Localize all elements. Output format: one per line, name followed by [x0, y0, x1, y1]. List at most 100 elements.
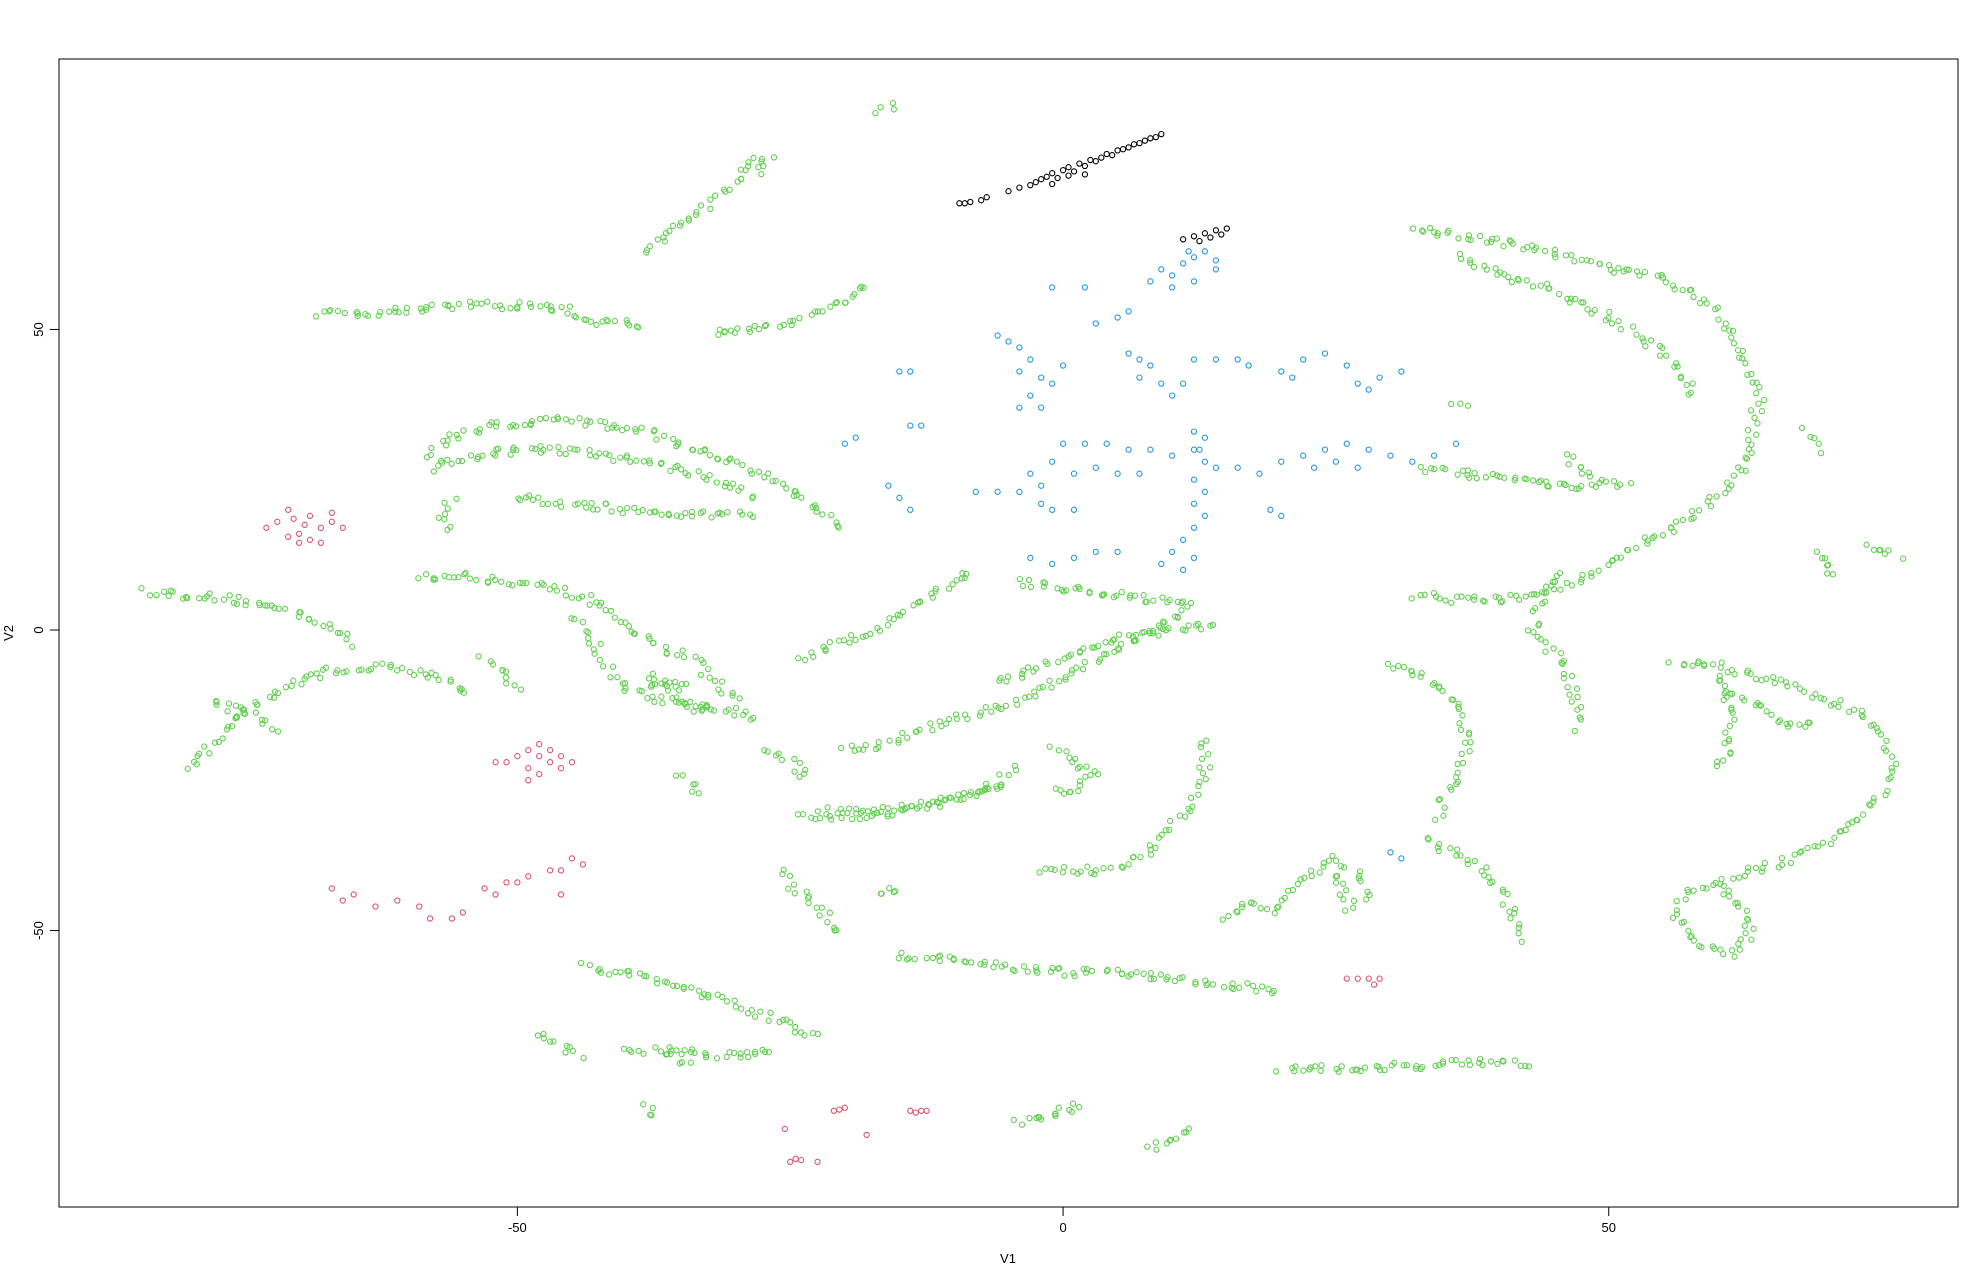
data-point: [1275, 903, 1282, 910]
data-point: [1278, 512, 1285, 519]
data-point: [422, 571, 430, 578]
data-point: [729, 689, 736, 697]
data-point: [1086, 588, 1093, 595]
data-point: [1711, 945, 1718, 952]
data-point: [295, 539, 303, 546]
data-point: [1140, 592, 1147, 599]
data-point: [1083, 966, 1091, 973]
data-point: [1016, 488, 1023, 495]
data-point: [211, 597, 218, 604]
data-point: [492, 759, 499, 766]
data-point: [195, 750, 203, 757]
data-point: [610, 422, 618, 429]
data-point: [557, 753, 565, 760]
data-point: [1238, 903, 1246, 911]
data-point: [270, 694, 278, 701]
data-point: [1376, 374, 1383, 381]
data-point: [446, 431, 453, 438]
data-point: [1169, 392, 1176, 399]
data-point: [945, 585, 953, 592]
data-point: [704, 991, 712, 999]
data-point: [735, 487, 742, 494]
data-point: [1182, 813, 1189, 820]
data-point: [796, 314, 803, 322]
data-point: [910, 602, 917, 609]
data-point: [1114, 147, 1121, 154]
data-point: [1568, 252, 1575, 259]
data-point: [1172, 1135, 1180, 1142]
data-point: [1742, 360, 1749, 367]
data-point: [609, 663, 617, 670]
data-point: [596, 450, 603, 457]
data-point: [569, 1047, 577, 1055]
data-point: [394, 897, 401, 904]
data-point: [1725, 485, 1732, 493]
data-point: [726, 186, 733, 193]
data-point: [1190, 476, 1198, 483]
data-point: [557, 765, 565, 772]
data-point: [1667, 524, 1675, 532]
data-point: [638, 424, 645, 431]
data-point: [1436, 841, 1443, 848]
data-point: [1669, 282, 1677, 289]
data-point: [711, 677, 719, 685]
data-point: [1537, 477, 1544, 484]
data-point: [700, 659, 707, 666]
data-point: [705, 665, 712, 673]
data-point: [1500, 1058, 1507, 1065]
data-point: [1114, 314, 1121, 321]
data-point: [1471, 469, 1478, 477]
data-point: [1730, 340, 1738, 347]
data-point: [1659, 344, 1666, 352]
data-point: [747, 716, 754, 723]
data-point: [267, 693, 274, 701]
data-point: [933, 798, 941, 806]
data-point: [957, 796, 964, 803]
data-point: [597, 599, 605, 606]
data-point: [729, 692, 736, 699]
data-point: [623, 317, 630, 324]
data-point: [787, 1158, 794, 1166]
data-point: [241, 710, 249, 718]
data-point: [1014, 701, 1021, 708]
data-point: [996, 771, 1003, 778]
data-point: [1136, 374, 1143, 381]
data-point: [1736, 946, 1744, 953]
data-point: [730, 1049, 738, 1057]
data-point: [1726, 722, 1734, 730]
data-point: [982, 703, 989, 711]
data-point: [1019, 582, 1027, 590]
data-point: [959, 570, 966, 577]
data-point: [1588, 569, 1595, 577]
data-point: [494, 445, 502, 452]
data-point: [1481, 598, 1488, 605]
data-point: [1673, 360, 1680, 367]
data-point: [1568, 672, 1576, 680]
data-point: [1316, 869, 1323, 876]
data-point: [1417, 463, 1424, 471]
data-point: [430, 468, 438, 475]
data-point: [1417, 591, 1424, 599]
data-point: [1748, 936, 1755, 943]
data-point: [1470, 263, 1478, 271]
data-point: [1798, 424, 1806, 431]
data-point: [1278, 368, 1285, 375]
data-point: [1136, 470, 1143, 477]
data-point: [1103, 650, 1110, 658]
data-point: [1787, 720, 1794, 727]
data-point: [1457, 400, 1464, 407]
data-point: [525, 777, 532, 784]
data-point: [690, 708, 697, 715]
data-point: [591, 650, 598, 657]
data-point: [1195, 782, 1202, 790]
data-point: [1100, 865, 1107, 872]
data-point: [1602, 478, 1609, 485]
data-point: [1027, 182, 1034, 189]
data-point: [967, 959, 975, 966]
data-point: [353, 309, 360, 316]
data-point: [912, 1109, 919, 1116]
data-point: [819, 308, 826, 315]
data-point: [1037, 1116, 1045, 1123]
data-point: [1149, 627, 1157, 635]
data-point: [1069, 758, 1076, 766]
